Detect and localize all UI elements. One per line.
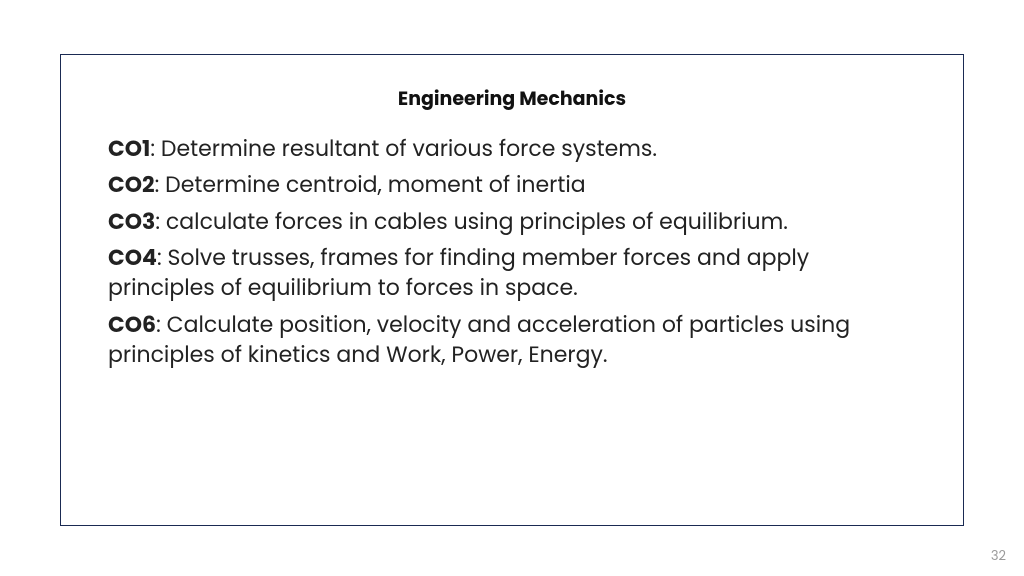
outcome-text: : Determine centroid, moment of inertia — [155, 169, 586, 200]
outcome-item: CO1: Determine resultant of various forc… — [108, 134, 920, 164]
outcome-text: : calculate forces in cables using princ… — [155, 206, 787, 237]
slide-title: Engineering Mechanics — [0, 84, 1024, 113]
outcome-item: CO2: Determine centroid, moment of inert… — [108, 170, 920, 200]
outcome-label: CO6 — [108, 309, 156, 340]
outcome-label: CO2 — [108, 169, 155, 200]
outcome-text: : Determine resultant of various force s… — [150, 133, 657, 164]
outcome-text: : Calculate position, velocity and accel… — [108, 309, 850, 370]
outcome-text: : Solve trusses, frames for finding memb… — [108, 242, 809, 303]
outcome-item: CO6: Calculate position, velocity and ac… — [108, 310, 920, 371]
outcome-label: CO4 — [108, 242, 157, 273]
outcome-label: CO1 — [108, 133, 150, 164]
course-outcomes-block: CO1: Determine resultant of various forc… — [108, 134, 920, 377]
outcome-label: CO3 — [108, 206, 155, 237]
outcome-item: CO4: Solve trusses, frames for finding m… — [108, 243, 920, 304]
outcome-item: CO3: calculate forces in cables using pr… — [108, 207, 920, 237]
page-number: 32 — [991, 546, 1006, 566]
